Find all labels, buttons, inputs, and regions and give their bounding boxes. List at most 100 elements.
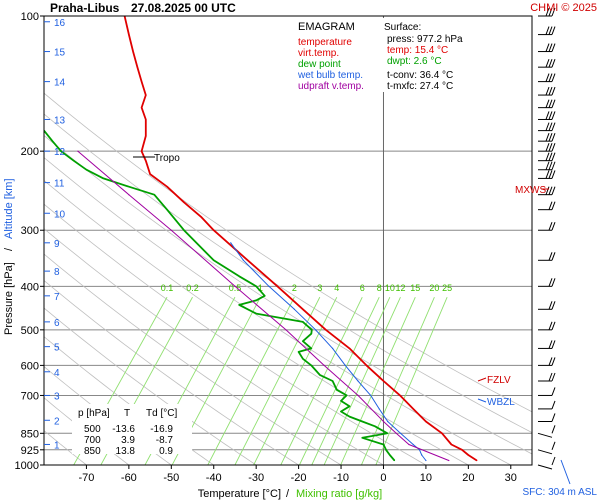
wind-barb-flag [548,252,553,261]
series-temperature-point [166,186,168,188]
altitude-tick-label: 16 [54,18,66,29]
wind-barb-flag [548,161,553,170]
series-temperature-point [425,420,427,423]
wind-barb-staff [537,464,553,470]
table-row-500-p: 500 [84,424,101,435]
table-row-700-p: 700 [84,435,101,446]
wind-barb-flag [548,222,553,231]
pressure-tick-label: 1000 [15,460,39,472]
pressure-tick-label: 100 [21,11,39,23]
mixing-ratio-label: 12 [395,283,405,293]
wind-barb-flag [551,278,556,287]
series-dew-point-point [310,347,312,349]
series-dew-point-point [310,333,312,335]
mixing-ratio-line [360,296,435,465]
series-wet-bulb-temp-point [421,454,423,456]
surface-heading: Surface: [384,22,421,33]
series-dew-point-point [332,380,334,382]
chart-datetime: 27.08.2025 00 UTC [131,1,236,15]
wind-barb-flag [551,122,556,131]
series-temperature-point [365,364,368,366]
wind-barb-flag [548,122,553,131]
series-temperature-point [183,201,185,203]
series-udpraft-v-temp-point [234,285,236,287]
wind-barb-flag [545,99,550,108]
legend-item-updraft: udpraft v.temp. [298,81,364,92]
wind-barb-flag [551,340,556,349]
legend-item-temperature: temperature [298,37,352,48]
x-axis-label-sep: / [286,488,290,500]
wind-barb-flag [548,170,553,179]
wind-barb-flag [545,122,550,131]
wind-barb-flag [551,252,556,261]
temperature-tick-label: -50 [163,472,179,484]
altitude-tick-label: 3 [54,391,60,402]
series-dew-point-point [393,459,396,462]
series-dew-point-point [153,194,155,196]
series-dew-point-point [310,364,312,366]
wind-barb-flag [551,132,556,142]
chart-title: Praha-Libus [50,1,120,15]
series-temperature-point [141,107,143,109]
wind-barb-flag [548,142,553,152]
temperature-tick-label: 10 [420,472,432,484]
wind-barb-flag [545,111,550,120]
wind-barb-flag [545,58,550,68]
y-axis-label-pressure: Pressure [hPa] [3,262,15,335]
wind-barb-flag [551,86,556,96]
wind-barb-flag [545,170,550,179]
wind-barb-flag [551,321,556,331]
series-dew-point-point [386,432,388,434]
series-temperature-point [128,34,130,36]
table-header-p: p [hPa] [78,408,110,419]
table-row-700-t: 3.9 [121,435,135,446]
dry-adiabat [44,203,427,465]
dry-adiabat [44,134,532,455]
wind-barb-flag [545,152,550,161]
mixing-ratio-line [299,296,380,465]
series-wet-bulb-temp-point [418,449,421,451]
series-dew-point-point [346,394,348,396]
series-temperature-point [476,459,478,462]
mixing-ratio-label: 6 [360,283,365,293]
mixing-ratio-line [280,296,363,465]
series-wet-bulb-temp-point [293,308,295,310]
series-dew-point-point [348,405,351,407]
sounding-series [44,16,478,462]
wind-barb-flag [548,357,553,366]
series-dew-point-point [302,321,304,323]
series-wet-bulb-temp-point [332,347,334,349]
series-dew-point-point [255,285,257,287]
temperature-tick-label: 20 [462,472,474,484]
wind-barb-flag [545,7,550,17]
series-temperature-point [441,432,443,434]
series-wet-bulb-temp-point [370,394,372,396]
series-dew-point-point [348,416,351,418]
wind-barb-flag [548,7,553,17]
wind-barb-flag [551,152,556,161]
series-temperature-point [302,308,304,310]
series-dew-point-point [302,358,304,360]
dry-adiabat [44,253,342,465]
series-temperature-point [145,160,147,162]
temperature-tick-label: -40 [206,472,222,484]
mixing-ratio-label: 15 [410,283,420,293]
series-temperature-point [276,285,278,287]
mxws-label: MXWS [515,185,546,196]
mixing-ratio-line [323,296,401,465]
wind-barb-flag [551,441,556,450]
mixing-ratio-label: 8 [377,283,382,293]
series-udpraft-v-temp-point [357,394,359,396]
wind-barb-flag [548,111,553,120]
series-udpraft-v-temp-point [170,229,172,231]
series-dew-point-point [128,186,130,188]
mixing-ratio-line [375,296,448,465]
series-wet-bulb-temp-point [315,329,317,331]
legend-heading: EMAGRAM [298,21,355,33]
series-dew-point-point [302,340,304,342]
series-temperature-point [145,94,147,96]
series-wet-bulb-temp-point [399,432,402,434]
wind-barb-staff [537,432,553,438]
series-dew-point-point [255,313,257,315]
altitude-tick-label: 7 [54,292,60,303]
